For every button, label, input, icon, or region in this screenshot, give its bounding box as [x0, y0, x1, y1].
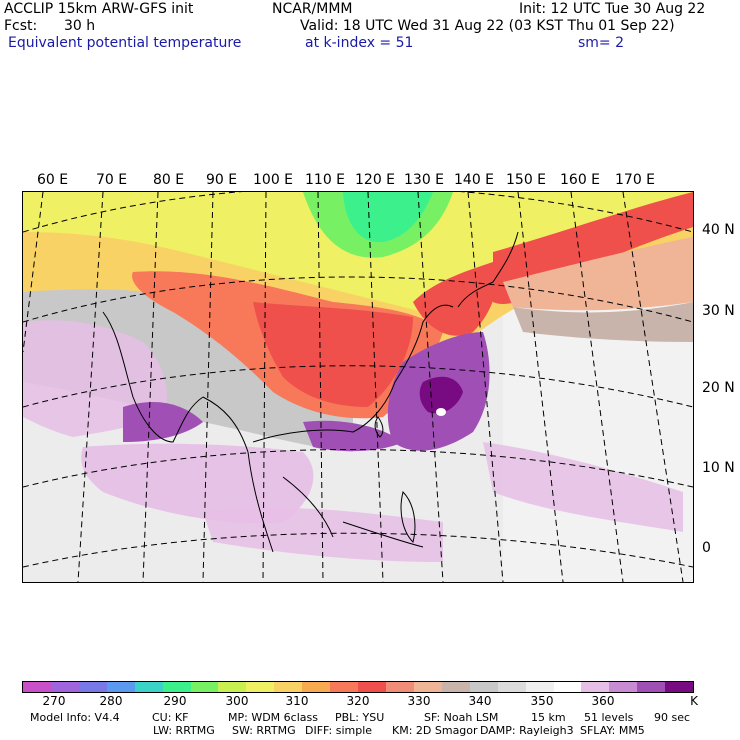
- footer-km: KM: 2D Smagor: [392, 724, 478, 737]
- footer-sflay: SFLAY: MM5: [580, 724, 645, 737]
- lat-label: 30 N: [702, 303, 735, 319]
- lon-label: 120 E: [355, 172, 396, 188]
- lon-label: 110 E: [305, 172, 346, 188]
- colorbar-swatch: [106, 682, 135, 692]
- colorbar-label: 320: [346, 694, 370, 708]
- colorbar-swatch: [50, 682, 79, 692]
- colorbar-swatch: [553, 682, 582, 692]
- colorbar-label: 300: [225, 694, 249, 708]
- colorbar-label: 280: [99, 694, 123, 708]
- colorbar-swatch: [413, 682, 442, 692]
- footer-cu: CU: KF: [152, 711, 189, 724]
- colorbar-swatch: [637, 682, 666, 692]
- footer-diff: DIFF: simple: [305, 724, 373, 737]
- footer-levels: 51 levels: [584, 711, 634, 724]
- colorbar-label: 310: [285, 694, 309, 708]
- colorbar-swatch: [358, 682, 386, 692]
- lat-label: 0: [702, 540, 711, 556]
- fcst-label: Fcst:: [4, 18, 38, 34]
- init-time: Init: 12 UTC Tue 30 Aug 22: [519, 1, 706, 17]
- colorbar-label: 270: [42, 694, 66, 708]
- lon-label: 90 E: [206, 172, 238, 188]
- colorbar-swatch: [525, 682, 554, 692]
- lon-label: 170 E: [615, 172, 656, 188]
- colorbar-swatch: [302, 682, 331, 692]
- org-label: NCAR/MMM: [272, 1, 353, 17]
- colorbar-swatch: [78, 682, 107, 692]
- footer-sw: SW: RRTMG: [232, 724, 296, 737]
- level-index: at k-index = 51: [305, 35, 414, 51]
- lon-label: 60 E: [37, 172, 69, 188]
- footer-resolution: 15 km: [531, 711, 566, 724]
- lat-label: 40 N: [702, 222, 735, 238]
- model-title: ACCLIP 15km ARW-GFS init: [4, 1, 194, 17]
- colorbar-label: 340: [468, 694, 492, 708]
- footer-lw: LW: RRTMG: [153, 724, 215, 737]
- smoothing-label: sm= 2: [578, 35, 625, 51]
- colorbar: [22, 681, 694, 693]
- lat-label: 10 N: [702, 460, 735, 476]
- lon-label: 80 E: [153, 172, 185, 188]
- valid-time: Valid: 18 UTC Wed 31 Aug 22 (03 KST Thu …: [300, 18, 675, 34]
- colorbar-swatch: [441, 682, 470, 692]
- colorbar-swatch: [190, 682, 219, 692]
- colorbar-swatch: [246, 682, 275, 692]
- footer-mp: MP: WDM 6class: [228, 711, 318, 724]
- colorbar-label: 350: [530, 694, 554, 708]
- lon-label: 130 E: [404, 172, 445, 188]
- footer-damp: DAMP: Rayleigh3: [480, 724, 574, 737]
- lon-label: 150 E: [506, 172, 547, 188]
- colorbar-label: 360: [591, 694, 615, 708]
- colorbar-unit: K: [690, 694, 698, 708]
- lon-label: 160 E: [560, 172, 601, 188]
- lon-label: 100 E: [253, 172, 294, 188]
- fcst-value: 30 h: [64, 18, 96, 34]
- footer-sf: SF: Noah LSM: [424, 711, 499, 724]
- theta-e-map: [22, 191, 694, 583]
- colorbar-swatch: [162, 682, 191, 692]
- footer-pbl: PBL: YSU: [335, 711, 385, 724]
- lon-label: 70 E: [96, 172, 128, 188]
- colorbar-label: 290: [163, 694, 187, 708]
- colorbar-swatch: [134, 682, 163, 692]
- lat-label: 20 N: [702, 380, 735, 396]
- footer-timestep: 90 sec: [654, 711, 691, 724]
- colorbar-swatch: [609, 682, 638, 692]
- colorbar-swatch: [665, 682, 694, 692]
- map-canvas: [23, 192, 693, 582]
- field-name: Equivalent potential temperature: [8, 35, 242, 51]
- colorbar-swatch: [218, 682, 247, 692]
- colorbar-swatch: [497, 682, 526, 692]
- footer-model-info: Model Info: V4.4: [30, 711, 120, 724]
- colorbar-swatch: [23, 682, 51, 692]
- colorbar-swatch: [469, 682, 498, 692]
- lon-label: 140 E: [454, 172, 495, 188]
- colorbar-label: 330: [407, 694, 431, 708]
- colorbar-swatch: [581, 682, 610, 692]
- colorbar-swatch: [330, 682, 359, 692]
- colorbar-swatch: [274, 682, 303, 692]
- colorbar-swatch: [385, 682, 414, 692]
